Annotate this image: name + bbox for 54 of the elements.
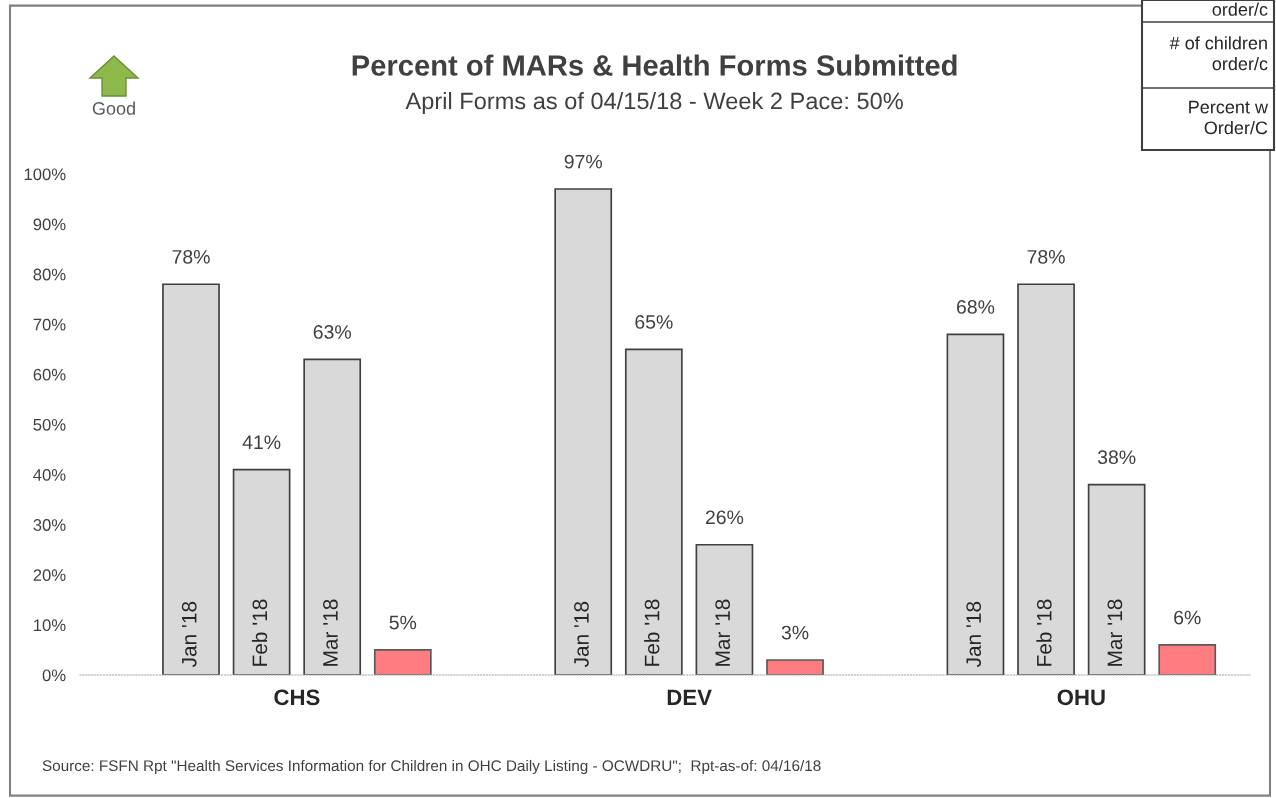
text: Good: [92, 101, 135, 115]
text: Jan '18: [966, 601, 982, 668]
source-note: Source: FSFN Rpt "Health Services Information for Children in OHC Daily Listing - OCWDRU"; Rpt-as-of: 04/16/18: [42, 759, 821, 775]
bar: [946, 333, 1005, 675]
data-label: 3%: [781, 625, 809, 640]
y-tick-label: 100%: [24, 168, 66, 181]
bar: [1017, 283, 1075, 675]
bar: [303, 358, 362, 675]
bar: [232, 468, 291, 675]
data-label: 38%: [1097, 450, 1136, 465]
x-tick-label: CHS: [274, 689, 320, 706]
y-tick-label: 50%: [33, 418, 66, 431]
series-label: Feb '18: [251, 599, 268, 666]
chart-subtitle: April Forms as of 04/15/18 - Week 2 Pace: 50%: [405, 92, 903, 114]
y-tick-label: 80%: [33, 268, 66, 281]
bar: [1087, 483, 1146, 675]
data-label: 65%: [635, 315, 673, 329]
x-tick-label: OHU: [1057, 689, 1105, 706]
data-label: 68%: [956, 300, 995, 314]
y-tick-label: 30%: [33, 519, 66, 531]
y-tick-label: 70%: [33, 318, 66, 331]
bar: [554, 188, 613, 675]
y-tick-label: 10%: [34, 619, 66, 632]
bar: [162, 283, 220, 675]
text: Percent w Order/C: [1189, 100, 1269, 135]
text: # of children order/c: [1169, 36, 1268, 71]
bar: [695, 543, 754, 675]
chart-title: Percent of MARs & Health Forms Submitted: [352, 54, 957, 76]
bar: [624, 348, 683, 675]
x-tick-label: DEV: [667, 689, 712, 705]
y-tick-label: 20%: [33, 569, 66, 581]
data-label: 41%: [242, 435, 281, 449]
y-tick-label: 0%: [42, 669, 66, 682]
data-label: 63%: [313, 325, 351, 339]
y-tick-label: 40%: [33, 469, 66, 481]
text: Feb '18: [644, 599, 660, 666]
data-label: 5%: [389, 615, 417, 630]
data-label: 6%: [1174, 610, 1201, 625]
bar: [373, 649, 432, 675]
data-label: 78%: [172, 249, 210, 264]
bar: [1158, 644, 1217, 675]
data-label: 78%: [1027, 249, 1065, 264]
bar: [766, 659, 824, 675]
series-label: Jan '18: [181, 601, 197, 668]
series-label: Mar '18: [323, 599, 338, 666]
text: order/c: [1212, 2, 1268, 16]
text: Feb '18: [1036, 599, 1052, 666]
text: Mar '18: [1107, 599, 1123, 666]
y-tick-label: 90%: [33, 218, 66, 231]
text: Mar '18: [715, 599, 731, 666]
text: Jan '18: [574, 601, 589, 668]
y-tick-label: 60%: [33, 368, 66, 381]
data-label: 26%: [705, 510, 744, 525]
data-label: 97%: [564, 154, 602, 169]
